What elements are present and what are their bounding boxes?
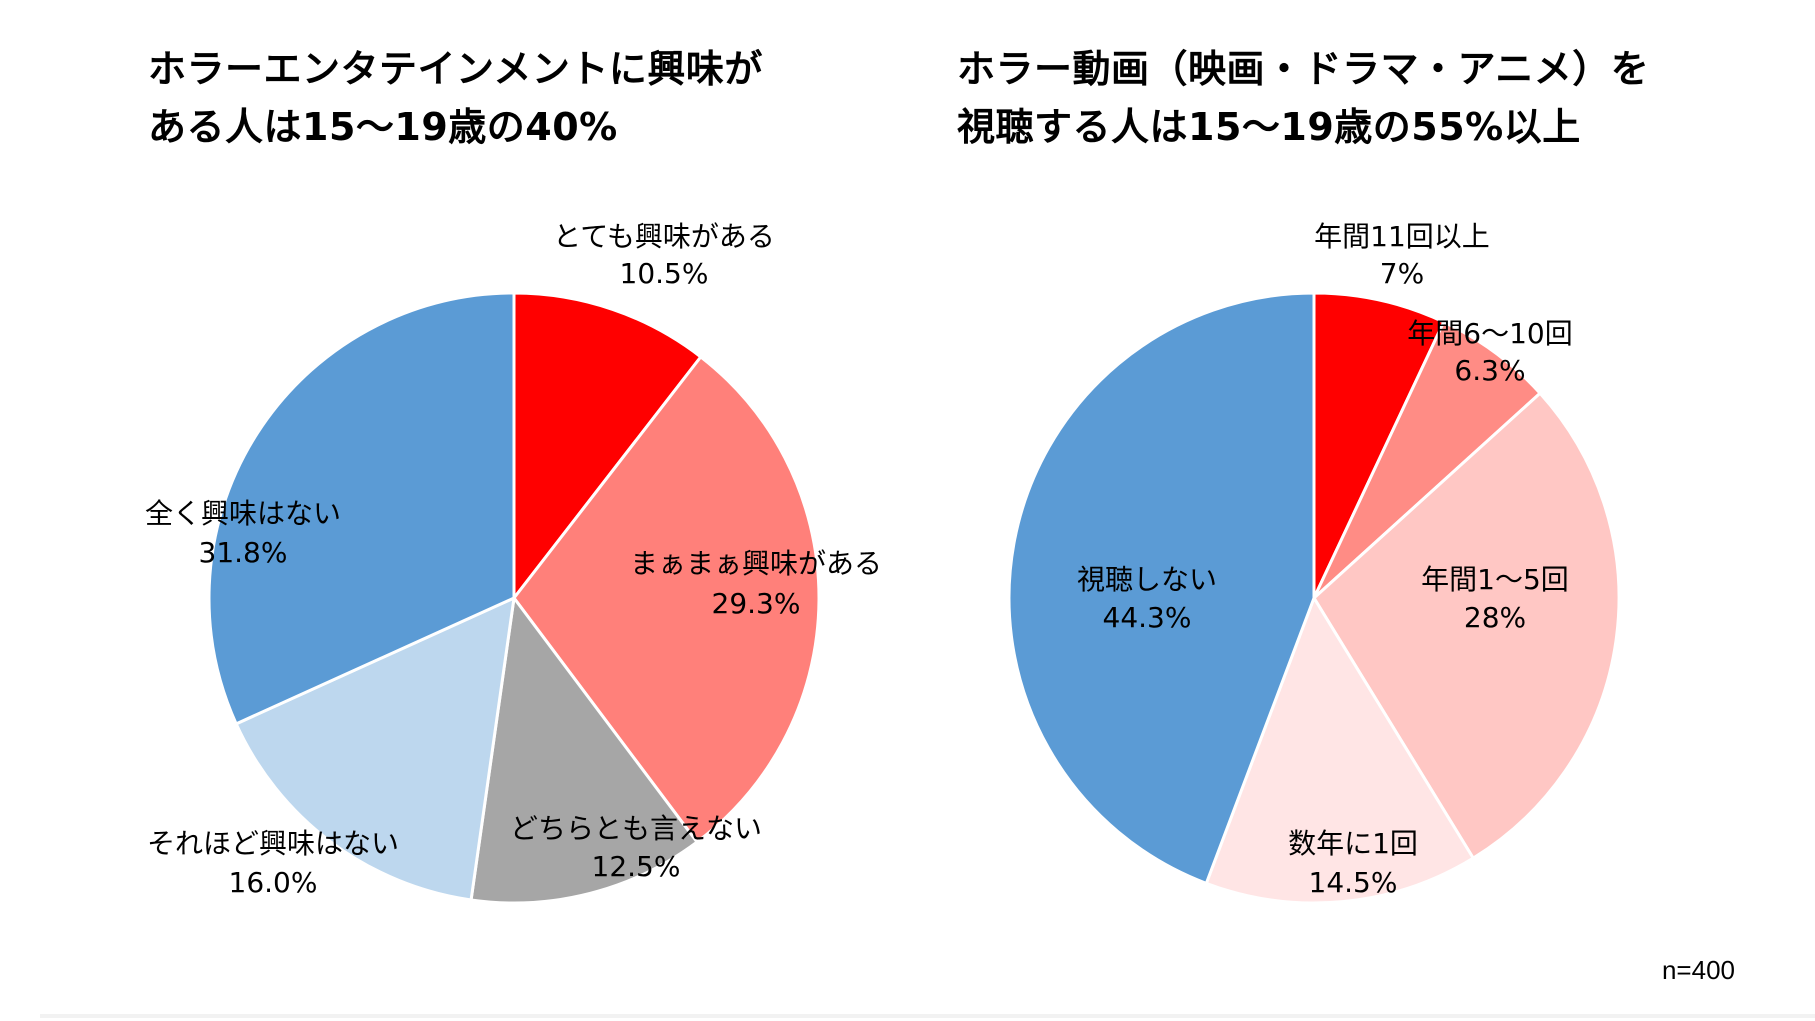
chart-title: ホラーエンタテインメントに興味が ある人は15～19歳の40% — [148, 40, 763, 156]
pie-slice-3 — [1204, 596, 1475, 905]
slice-category-label: 全く興味はない — [145, 497, 341, 530]
chart-title-line-2: 視聴する人は15～19歳の55%以上 — [957, 105, 1581, 149]
chart-title: ホラー動画（映画・ドラマ・アニメ）を 視聴する人は15～19歳の55%以上 — [957, 40, 1649, 156]
pie-slice-0 — [512, 291, 703, 600]
slice-category-label: 年間6～10回 — [1407, 317, 1572, 350]
slice-value-label: 44.3% — [1103, 601, 1192, 634]
chart-title-line-1: ホラー動画（映画・ドラマ・アニメ）を — [957, 47, 1650, 91]
slice-category-label: まぁまぁ興味がある — [630, 547, 882, 580]
slice-value-label: 14.5% — [1309, 866, 1398, 899]
slice-category-label: とても興味がある — [553, 220, 775, 253]
slice-category-label: 年間11回以上 — [1314, 220, 1490, 253]
pie-chart-interest: とても興味がある 10.5% まぁまぁ興味がある 29.3% どちらとも言えない 12.5… — [145, 220, 882, 905]
chart-title-line-2: ある人は15～19歳の40% — [148, 105, 618, 149]
chart-title-line-1: ホラーエンタテインメントに興味が — [148, 47, 763, 91]
pie-slice-1 — [1312, 320, 1542, 600]
slice-value-label: 6.3% — [1454, 354, 1525, 387]
pie-chart-viewing: 年間11回以上 7% 年間6～10回 6.3% 年間1～5回 28% 数年に1回 14.5% 視… — [1007, 220, 1621, 905]
pie-slice-1 — [512, 355, 821, 844]
slice-value-label: 16.0% — [229, 866, 318, 899]
slice-category-label: それほど興味はない — [147, 827, 399, 860]
slice-category-label: 年間1～5回 — [1421, 563, 1569, 596]
bottom-divider — [40, 1014, 1815, 1018]
slice-value-label: 12.5% — [592, 850, 681, 883]
chart-panel-interest: ホラーエンタテインメントに興味が ある人は15～19歳の40% とても興味がある… — [0, 0, 907, 1021]
slice-category-label: どちらとも言えない — [510, 812, 762, 845]
sample-size-note: n=400 — [1661, 955, 1735, 985]
pie-slice-3 — [234, 596, 516, 902]
pie-slice-4 — [1007, 291, 1316, 885]
slice-value-label: 29.3% — [712, 587, 801, 620]
slice-category-label: 数年に1回 — [1288, 827, 1418, 860]
slice-value-label: 7% — [1380, 257, 1424, 290]
pie-slice-2 — [1312, 391, 1621, 860]
slice-value-label: 28% — [1464, 601, 1526, 634]
slice-value-label: 10.5% — [620, 257, 709, 290]
slice-value-label: 31.8% — [199, 536, 288, 569]
pie-slice-4 — [207, 291, 516, 726]
slice-category-label: 視聴しない — [1077, 563, 1217, 596]
pie-slice-0 — [1312, 291, 1446, 600]
pie-slice-2 — [469, 596, 699, 905]
chart-panel-viewing: ホラー動画（映画・ドラマ・アニメ）を 視聴する人は15～19歳の55%以上 年間… — [907, 0, 1814, 1021]
